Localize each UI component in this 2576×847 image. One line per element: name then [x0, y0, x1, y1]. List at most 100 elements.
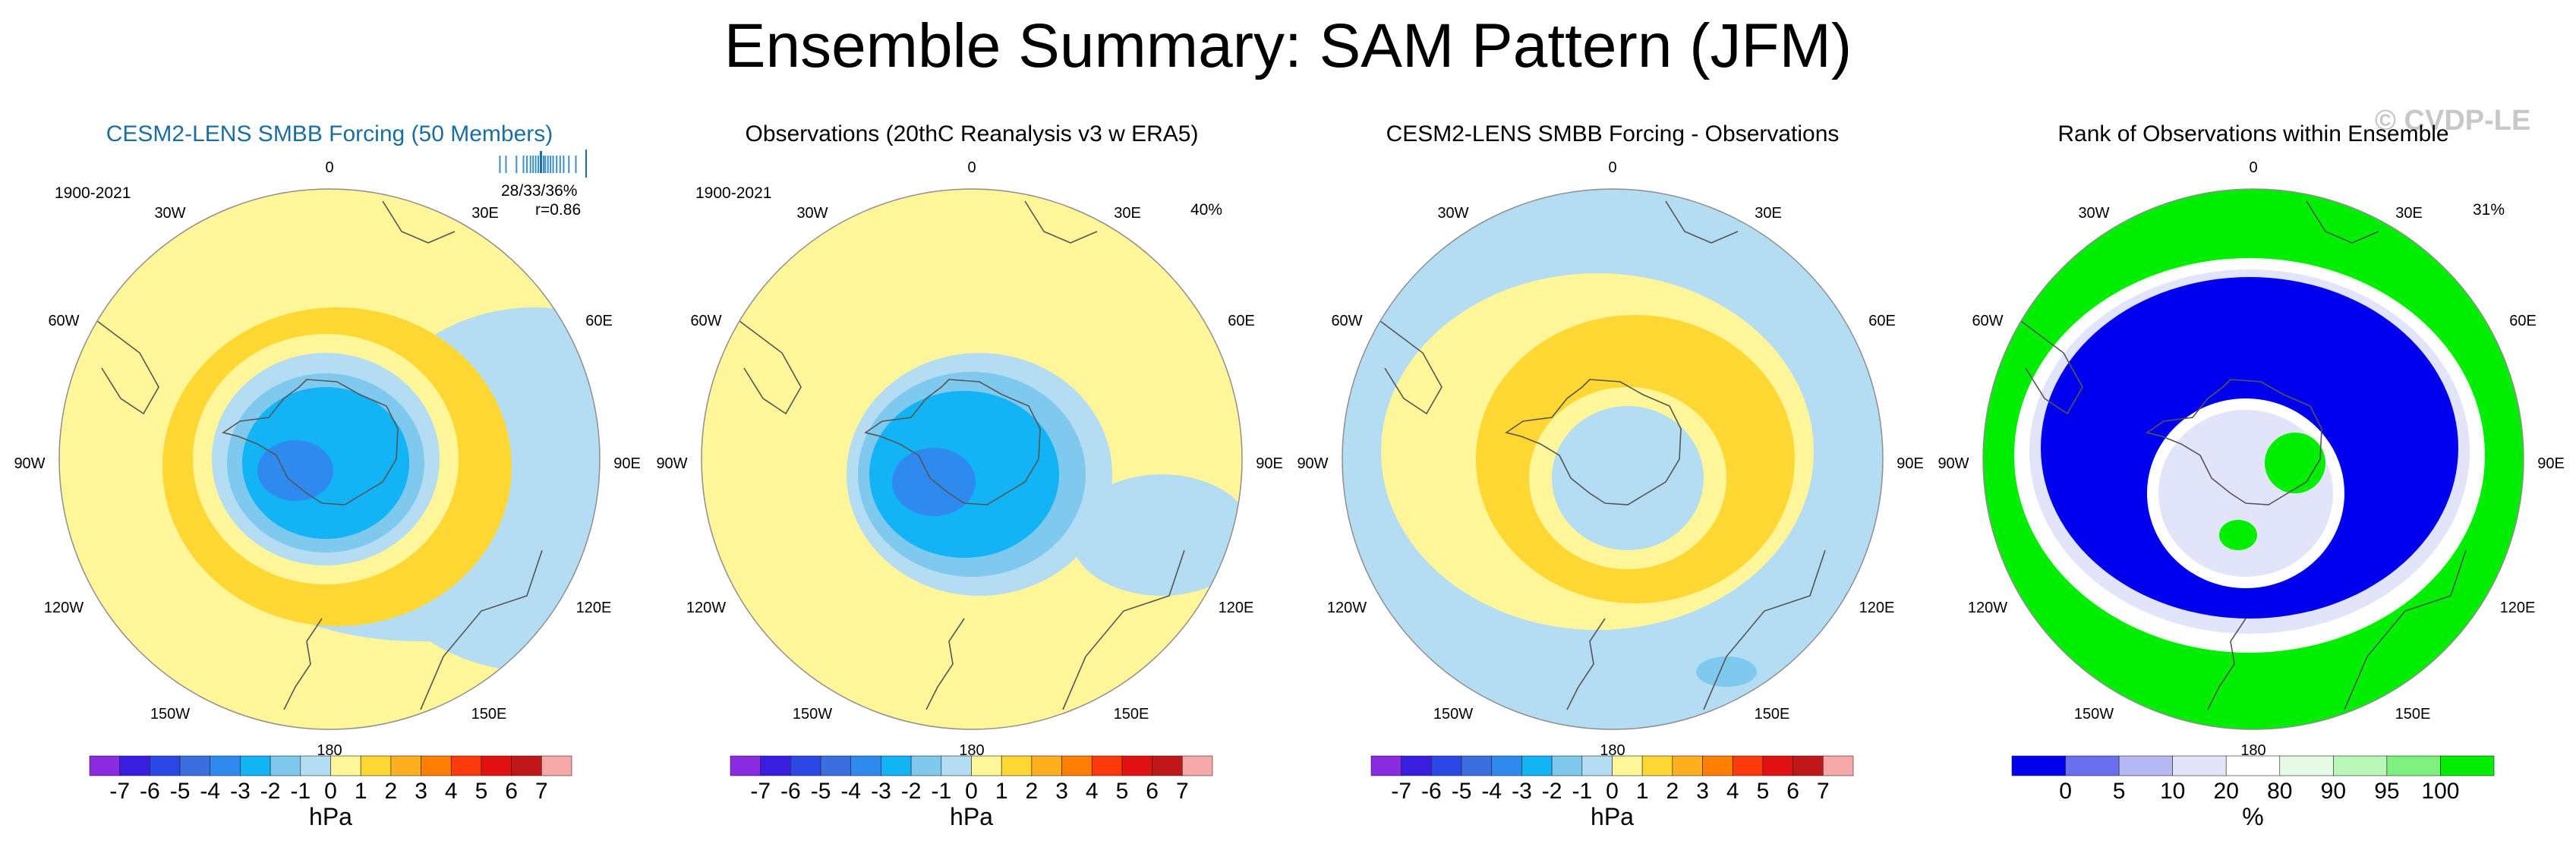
longitude-label-60e: 60E — [585, 313, 613, 329]
longitude-label-120e: 120E — [1859, 600, 1895, 616]
panel-2-percent: 40% — [1190, 201, 1223, 219]
colorbar-tick-label: 1 — [995, 779, 1008, 804]
panel-3-map — [1342, 189, 1883, 729]
colorbar-swatch — [481, 755, 512, 776]
colorbar-tick-label: -4 — [1481, 779, 1502, 804]
map-border — [1982, 188, 2524, 730]
colorbar-swatch — [2279, 755, 2334, 776]
longitude-label-90w: 90W — [14, 455, 46, 472]
colorbar-tick-label: -2 — [260, 779, 281, 804]
colorbar-tick-label: 6 — [505, 779, 518, 804]
colorbar-swatch — [1521, 755, 1553, 776]
antarctica-coastline — [2146, 379, 2322, 505]
colorbar-swatch — [1401, 755, 1432, 776]
colorbar-swatch — [1152, 755, 1183, 776]
colorbar-swatch — [1091, 755, 1123, 776]
colorbar-swatch — [360, 755, 392, 776]
colorbar-tick-label: 7 — [1816, 779, 1830, 804]
panel-1-map — [59, 189, 600, 729]
antarctica-coastline — [222, 379, 399, 505]
panel-1-stat-pct: 28/33/36% — [501, 182, 578, 200]
longitude-label-30w: 30W — [2078, 205, 2110, 222]
longitude-label-60e: 60E — [1868, 313, 1896, 329]
colorbar-swatch — [1031, 755, 1062, 776]
panel-4-title: Rank of Observations within Ensemble — [2057, 121, 2449, 146]
colorbar-swatch — [240, 755, 271, 776]
colorbar-swatch — [881, 755, 912, 776]
colorbar-tick-label: 0 — [965, 779, 978, 804]
colorbar-swatch — [1551, 755, 1583, 776]
panel-4-percent: 31% — [2473, 201, 2505, 219]
longitude-label-150w: 150W — [2073, 706, 2114, 723]
longitude-label-150w: 150W — [1433, 706, 1474, 723]
new-zealand-coastline — [283, 618, 323, 710]
colorbar-tick-label: 7 — [1175, 779, 1189, 804]
colorbar-tick-label: 5 — [2112, 779, 2126, 804]
longitude-label-180: 180 — [959, 742, 985, 759]
longitude-label-90w: 90W — [656, 455, 688, 472]
colorbar-tick-label: 0 — [324, 779, 337, 804]
colorbar-swatch — [1461, 755, 1493, 776]
colorbar-tick-label: 3 — [1055, 779, 1068, 804]
longitude-label-120e: 120E — [1218, 600, 1254, 616]
australia-coastline — [1703, 549, 1826, 710]
panel-2-title: Observations (20thC Reanalysis v3 w ERA5… — [745, 121, 1199, 146]
colorbar-tick-label: 80 — [2267, 779, 2293, 804]
colorbar-swatch — [760, 755, 791, 776]
colorbar-tick-label: 5 — [1115, 779, 1129, 804]
colorbar-tick-label: -1 — [1572, 779, 1593, 804]
colorbar-tick-label: 1 — [354, 779, 367, 804]
colorbar-swatch — [541, 755, 572, 776]
colorbar-swatch — [390, 755, 421, 776]
colorbar-swatch — [1431, 755, 1462, 776]
longitude-label-150w: 150W — [150, 706, 191, 723]
longitude-label-150e: 150E — [1754, 706, 1790, 723]
panel-1-title: CESM2-LENS SMBB Forcing (50 Members) — [106, 121, 553, 146]
longitude-label-30e: 30E — [1114, 205, 1141, 222]
colorbar-swatch — [1641, 755, 1673, 776]
colorbar-swatch — [1121, 755, 1152, 776]
colorbar-swatch — [910, 755, 942, 776]
colorbar-tick-label: -6 — [140, 779, 160, 804]
colorbar-unit-label: hPa — [950, 803, 993, 830]
australia-coastline — [1062, 549, 1185, 710]
longitude-label-30w: 30W — [154, 205, 186, 222]
colorbar-tick-label: -1 — [931, 779, 952, 804]
colorbar-tick-label: -3 — [230, 779, 251, 804]
colorbar-tick-label: -2 — [900, 779, 922, 804]
colorbar-tick-label: -5 — [169, 779, 191, 804]
colorbar-tick-label: 95 — [2374, 779, 2400, 804]
colorbar-swatch — [1001, 755, 1033, 776]
colorbar-tick-label: -6 — [1421, 779, 1442, 804]
longitude-label-0: 0 — [967, 159, 976, 176]
south-america-coastline — [1361, 307, 1442, 415]
pale-blue-region — [1070, 474, 1242, 596]
panel-1-stat-r: r=0.86 — [535, 201, 582, 219]
colorbar-tick-label: 0 — [2059, 779, 2072, 804]
south-america-coastline — [2002, 307, 2083, 415]
colorbar-swatch — [270, 755, 301, 776]
colorbar-tick-label: 1 — [1635, 779, 1649, 804]
longitude-label-90e: 90E — [1897, 455, 1924, 472]
colorbar-tick-label: -7 — [750, 779, 771, 804]
longitude-label-90e: 90E — [1256, 455, 1283, 472]
panel-3-title: CESM2-LENS SMBB Forcing - Observations — [1386, 121, 1840, 146]
colorbar-tick-label: -3 — [1512, 779, 1532, 804]
colorbar-swatch — [421, 755, 452, 776]
longitude-label-30e: 30E — [1755, 205, 1782, 222]
longitude-label-30w: 30W — [796, 205, 828, 222]
new-zealand-coastline — [2207, 618, 2247, 710]
africa-coastline — [1024, 200, 1098, 244]
south-america-coastline — [78, 307, 159, 415]
australia-coastline — [420, 549, 543, 710]
colorbar-tick-label: 6 — [1146, 779, 1159, 804]
longitude-label-60e: 60E — [1228, 313, 1255, 329]
colorbar-swatch — [971, 755, 1002, 776]
colorbar-tick-label: 3 — [415, 779, 427, 804]
colorbar-swatch — [2011, 755, 2066, 776]
colorbar-unit-label: hPa — [1591, 803, 1634, 830]
colorbar-tick-label: -7 — [1391, 779, 1412, 804]
longitude-label-60e: 60E — [2509, 313, 2537, 329]
